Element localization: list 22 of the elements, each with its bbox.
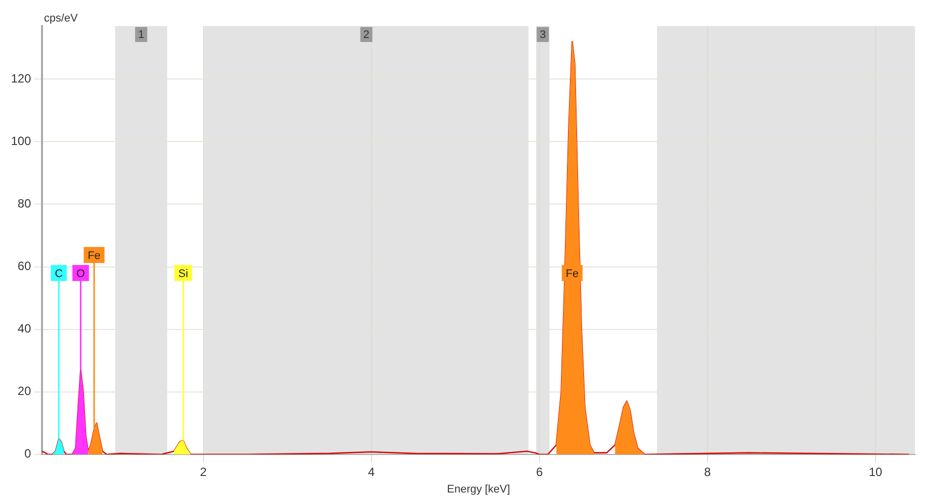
- y-tick-label: 20: [18, 384, 32, 398]
- x-tick-label: 8: [704, 464, 712, 479]
- band-label: 2: [363, 29, 370, 42]
- annotation: Fe: [566, 268, 579, 280]
- y-axis-title: cps/eV: [44, 12, 78, 25]
- x-tick-label: 10: [868, 464, 883, 479]
- y-tick-label: 60: [18, 259, 32, 274]
- band-label: 1: [138, 29, 144, 42]
- x-axis-title: Energy [keV]: [447, 483, 510, 496]
- y-tick-label: 0: [24, 446, 32, 461]
- x-tick-label: 4: [368, 464, 376, 479]
- x-tick-label: 6: [536, 464, 544, 479]
- band-label: 3: [540, 29, 546, 42]
- annotation: C: [54, 268, 63, 280]
- x-tick-label: 2: [200, 464, 207, 479]
- y-tick-label: 100: [10, 134, 32, 148]
- annotation: Si: [178, 268, 188, 280]
- y-tick-label: 120: [10, 71, 32, 86]
- annotation: Fe: [88, 250, 101, 262]
- y-tick-label: 40: [18, 322, 32, 336]
- y-tick-label: 80: [18, 196, 32, 211]
- annotation: O: [76, 268, 86, 280]
